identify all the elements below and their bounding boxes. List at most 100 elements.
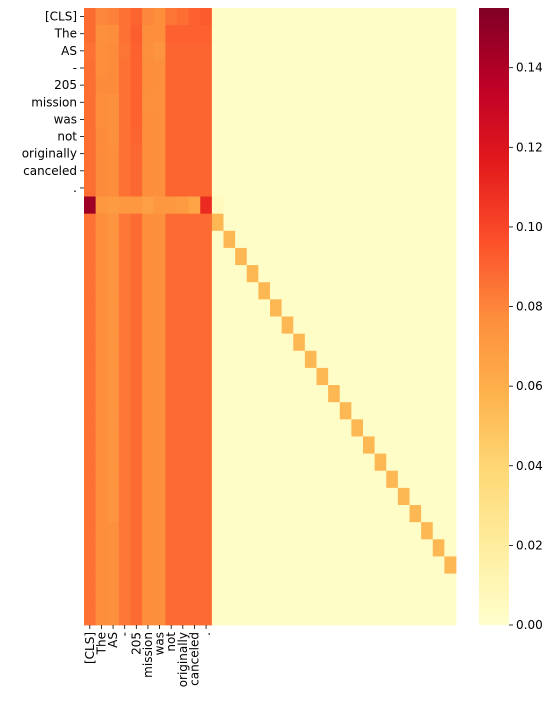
heatmap-cell — [130, 247, 143, 266]
heatmap-cell — [421, 230, 434, 249]
heatmap-cell — [316, 93, 329, 112]
heatmap-cell — [118, 436, 131, 455]
heatmap-cell — [235, 213, 248, 232]
heatmap-cell — [165, 539, 178, 557]
heatmap-cell — [142, 590, 155, 609]
heatmap-cell — [432, 110, 445, 129]
heatmap-cell — [188, 230, 201, 249]
heatmap-cell — [177, 470, 190, 489]
heatmap-cell — [421, 25, 434, 43]
heatmap-cell — [84, 59, 97, 77]
heatmap-cell — [397, 145, 410, 163]
heatmap-cell — [363, 607, 376, 626]
heatmap-cell — [153, 419, 166, 437]
heatmap-cell — [130, 316, 143, 335]
heatmap-cell — [409, 573, 422, 592]
heatmap-cell — [432, 333, 445, 352]
heatmap-cell — [432, 385, 445, 403]
heatmap-cell — [130, 127, 143, 146]
heatmap-cell — [177, 127, 190, 146]
heatmap-cell — [258, 453, 271, 472]
heatmap-cell — [432, 470, 445, 489]
heatmap-cell — [235, 76, 248, 95]
heatmap-cell — [409, 127, 422, 146]
heatmap-cell — [235, 282, 248, 300]
heatmap-cell — [211, 556, 224, 574]
heatmap-cell — [258, 385, 271, 403]
heatmap-cell — [107, 59, 120, 77]
heatmap-cell — [200, 350, 213, 369]
heatmap-cell — [211, 470, 224, 489]
heatmap-cell — [270, 607, 283, 626]
heatmap-cell — [374, 230, 387, 249]
heatmap-cell — [328, 350, 341, 369]
heatmap-cell — [95, 213, 108, 232]
heatmap-cell — [328, 505, 341, 523]
heatmap-cell — [374, 333, 387, 352]
heatmap-cell — [258, 487, 271, 506]
heatmap-cell — [444, 590, 457, 609]
heatmap-cell — [386, 522, 399, 540]
heatmap-cell — [316, 402, 329, 420]
heatmap-cell — [409, 436, 422, 455]
heatmap-cell — [84, 316, 97, 335]
heatmap-cell — [177, 196, 190, 215]
heatmap-cell — [200, 607, 213, 626]
heatmap-cell — [304, 110, 317, 129]
heatmap-cell — [142, 505, 155, 523]
heatmap-cell — [142, 59, 155, 77]
heatmap-cell — [432, 265, 445, 283]
heatmap-cell — [258, 59, 271, 77]
heatmap-cell — [153, 230, 166, 249]
heatmap-cell — [386, 8, 399, 26]
heatmap-cell — [223, 367, 236, 386]
heatmap-cell — [188, 59, 201, 77]
heatmap-cell — [374, 265, 387, 283]
heatmap-cell — [316, 487, 329, 506]
heatmap-cell — [177, 247, 190, 266]
heatmap-cell — [200, 333, 213, 352]
heatmap-cell — [363, 76, 376, 95]
heatmap-cell — [130, 385, 143, 403]
heatmap-cell — [223, 76, 236, 95]
heatmap-cell — [304, 145, 317, 163]
heatmap-cell — [304, 179, 317, 197]
heatmap-cell — [165, 93, 178, 112]
heatmap-cell — [211, 573, 224, 592]
heatmap-cell — [107, 419, 120, 437]
heatmap-cell — [304, 487, 317, 506]
heatmap-cell — [281, 162, 294, 180]
heatmap-cell — [130, 350, 143, 369]
heatmap-cell — [293, 299, 306, 317]
heatmap-cell — [223, 213, 236, 232]
heatmap-cell — [432, 179, 445, 197]
heatmap-cell — [188, 367, 201, 386]
heatmap-cell — [107, 350, 120, 369]
heatmap-cell — [177, 162, 190, 180]
heatmap-cell — [84, 213, 97, 232]
heatmap-cell — [95, 93, 108, 112]
heatmap-cell — [339, 110, 352, 129]
heatmap-cell — [84, 505, 97, 523]
heatmap-cell — [84, 230, 97, 249]
heatmap-cell — [421, 282, 434, 300]
heatmap-cell — [421, 265, 434, 283]
heatmap-cell — [363, 385, 376, 403]
heatmap-cell — [130, 299, 143, 317]
heatmap-cell — [281, 436, 294, 455]
heatmap-cell — [142, 162, 155, 180]
heatmap-cell — [432, 127, 445, 146]
heatmap-cell — [188, 8, 201, 26]
heatmap-cell — [246, 42, 259, 60]
heatmap-cell — [304, 419, 317, 437]
heatmap-cell — [235, 8, 248, 26]
heatmap-cell — [188, 505, 201, 523]
heatmap-cell — [177, 573, 190, 592]
heatmap-cell — [339, 59, 352, 77]
heatmap-cell — [107, 230, 120, 249]
heatmap-cell — [200, 299, 213, 317]
heatmap-cell — [246, 453, 259, 472]
heatmap-cell — [118, 213, 131, 232]
heatmap-cell — [130, 25, 143, 43]
heatmap-cell — [444, 196, 457, 215]
